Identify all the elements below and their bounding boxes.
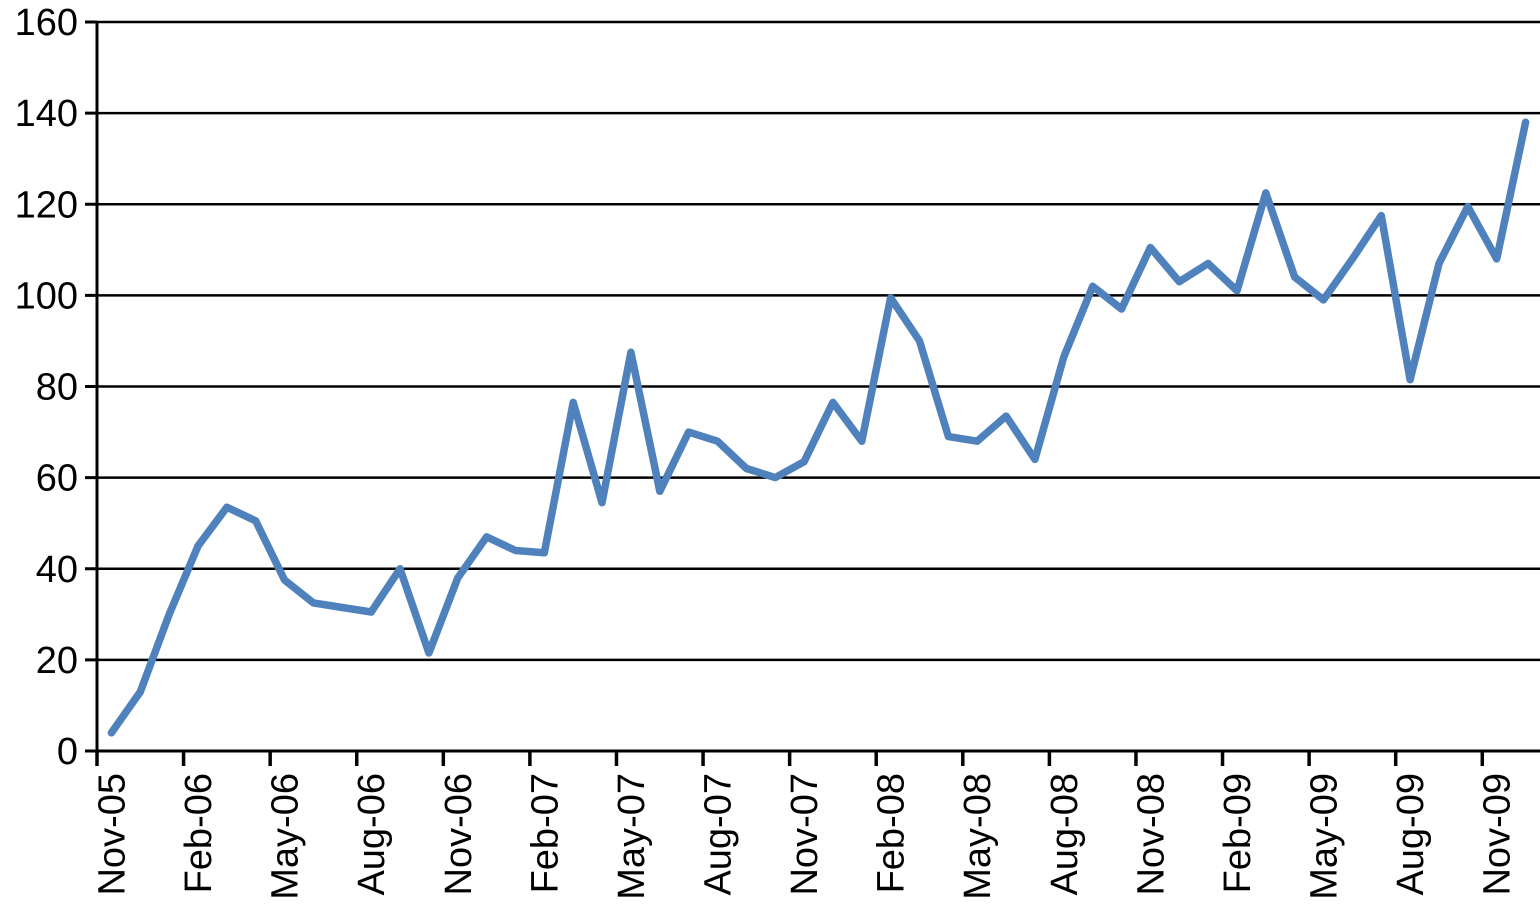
y-axis-label-20: 20 [36,640,78,682]
x-axis-label-May-09: May-09 [1304,773,1346,900]
x-axis-label-Nov-07: Nov-07 [784,773,826,896]
y-axis-label-140: 140 [15,93,78,135]
x-axis-label-Aug-09: Aug-09 [1390,773,1432,896]
y-axis-label-160: 160 [15,2,78,44]
y-axis-label-100: 100 [15,275,78,317]
x-axis-label-Aug-07: Aug-07 [697,773,739,896]
y-axis-label-120: 120 [15,184,78,226]
x-axis-label-Nov-05: Nov-05 [91,773,133,896]
y-axis-label-60: 60 [36,458,78,500]
y-axis-label-0: 0 [57,731,78,773]
x-axis-label-May-07: May-07 [611,773,653,900]
x-axis-label-Feb-08: Feb-08 [871,773,913,893]
x-axis-label-May-06: May-06 [265,773,307,900]
x-axis-label-Aug-08: Aug-08 [1044,773,1086,896]
x-axis-label-Nov-06: Nov-06 [438,773,480,896]
x-axis-label-Nov-08: Nov-08 [1130,773,1172,896]
data-line-monthly-series [107,118,1530,737]
x-axis-label-May-08: May-08 [957,773,999,900]
y-axis-label-40: 40 [36,549,78,591]
x-axis-label-Feb-07: Feb-07 [524,773,566,893]
x-axis-label-Aug-06: Aug-06 [351,773,393,896]
x-axis-label-Feb-09: Feb-09 [1217,773,1259,893]
x-axis-label-Feb-06: Feb-06 [178,773,220,893]
x-axis-label-Nov-09: Nov-09 [1477,773,1519,896]
y-axis-label-80: 80 [36,367,78,409]
